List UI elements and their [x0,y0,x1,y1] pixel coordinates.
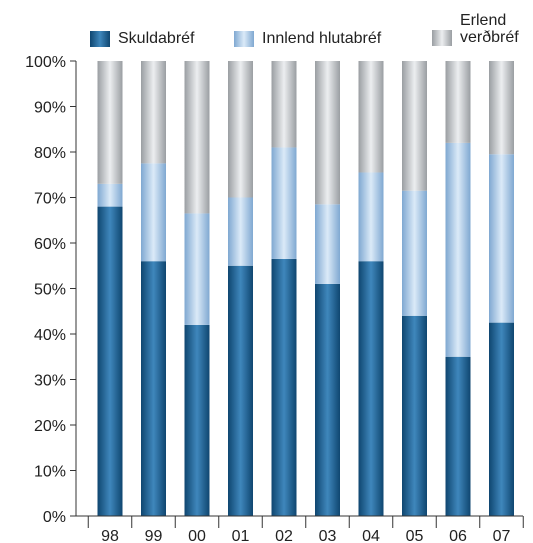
bar-99-series-1 [141,163,166,262]
y-tick-label: 0% [43,509,66,526]
legend-label-innlend-hlutabref: Innlend hlutabréf [262,30,382,47]
bar-00-series-1 [184,213,210,325]
y-tick-label: 30% [34,373,66,390]
bar-07-series-1 [489,154,514,323]
bar-04-series-0 [358,261,384,516]
bar-00-series-0 [184,324,210,516]
x-tick-label: 07 [493,528,511,543]
bar-03-series-2 [315,61,340,205]
bar-02-series-1 [271,147,297,259]
y-tick-label: 50% [34,282,66,299]
bar-04-series-1 [358,172,384,262]
bar-99-series-0 [141,261,166,516]
bar-98-series-1 [97,183,123,207]
legend-item-innlend-hlutabref: Innlend hlutabréf [234,30,381,47]
y-tick-label: 20% [34,418,66,435]
y-tick-label: 70% [34,191,66,208]
bar-00-series-2 [184,61,210,214]
legend-swatch-innlend-hlutabref [234,31,254,47]
bar-05-series-2 [402,61,427,191]
x-tick-label: 99 [145,528,163,543]
bar-05-series-0 [402,315,427,516]
bar-01-series-0 [228,265,253,516]
bar-03-series-0 [315,283,340,516]
x-tick-label: 05 [406,528,424,543]
y-tick-label: 100% [25,54,66,71]
bar-04-series-2 [358,61,384,173]
bar-06-series-0 [445,356,471,516]
legend-label-erlend-verdbref: Erlend verðbréf [460,12,519,46]
y-tick-label: 90% [34,100,66,117]
y-tick-label: 10% [34,464,66,481]
x-tick-label: 98 [101,528,119,543]
legend-label-skuldabref: Skuldabréf [118,30,195,47]
bar-06-series-2 [445,61,471,143]
legend-item-erlend-verdbref: Erlend verðbréf [432,12,519,46]
bar-01-series-1 [228,197,253,266]
bar-02-series-0 [271,258,297,516]
legend: Skuldabréf Innlend hlutabréf Erlend verð… [0,0,533,56]
bar-01-series-2 [228,61,253,198]
bar-05-series-1 [402,190,427,316]
bar-06-series-1 [445,142,471,357]
bars-group [97,61,514,517]
x-tick-label: 02 [275,528,293,543]
bar-99-series-2 [141,61,166,164]
x-tick-label: 03 [319,528,337,543]
legend-item-skuldabref: Skuldabréf [90,30,195,47]
bar-02-series-2 [271,61,297,148]
x-tick-label: 04 [362,528,380,543]
legend-swatch-erlend-verdbref [432,30,452,46]
bar-03-series-1 [315,204,340,284]
x-tick-label: 01 [232,528,250,543]
bar-07-series-2 [489,61,514,155]
x-tick-label: 06 [449,528,467,543]
y-tick-label: 60% [34,236,66,253]
axes-group: 0% 10% 20% 30% 40% 50% 60% 70% 80% 90% 100% 98 99 00 0… [25,54,524,543]
x-tick-label: 00 [188,528,206,543]
bar-98-series-2 [97,61,123,184]
y-tick-label: 40% [34,327,66,344]
bar-98-series-0 [97,206,123,516]
y-tick-label: 80% [34,145,66,162]
legend-swatch-skuldabref [90,31,110,47]
bar-07-series-0 [489,322,514,517]
